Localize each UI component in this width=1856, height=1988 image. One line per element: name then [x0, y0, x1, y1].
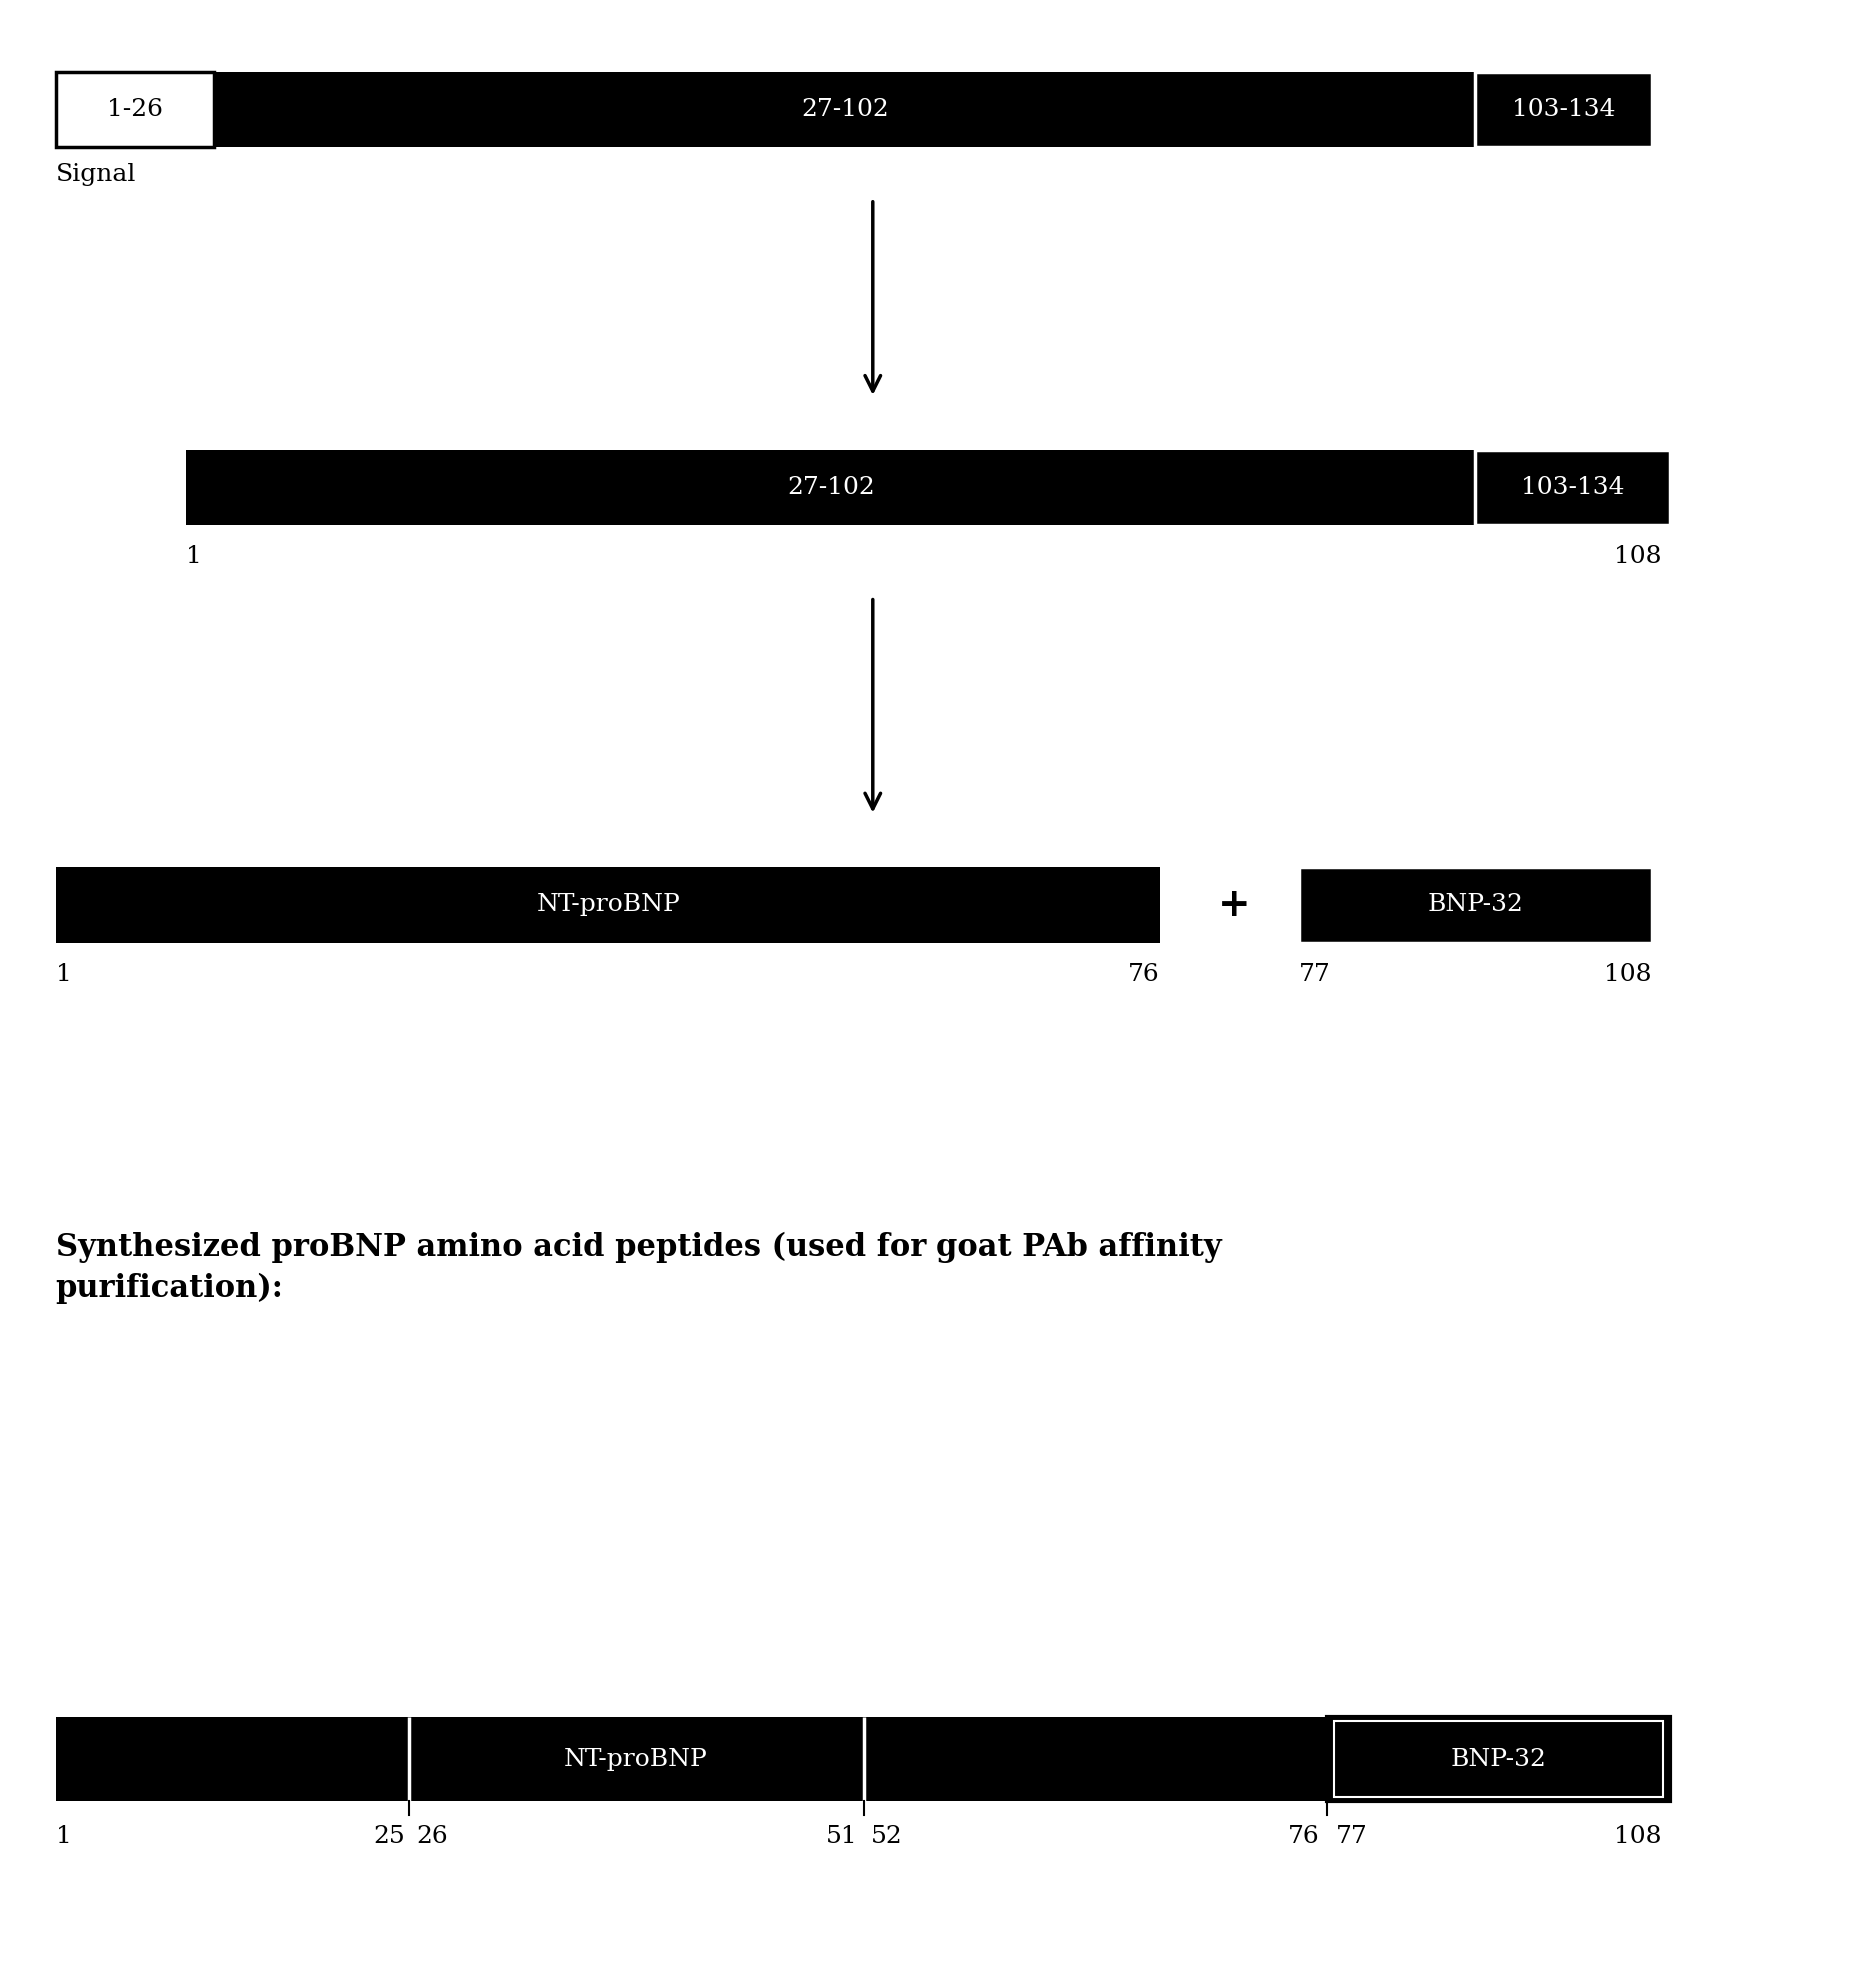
- Text: +: +: [1218, 885, 1251, 924]
- Bar: [1299, 867, 1652, 942]
- Text: 26: 26: [416, 1825, 447, 1849]
- Text: 77: 77: [1336, 1825, 1368, 1849]
- Text: NT-proBNP: NT-proBNP: [536, 893, 679, 916]
- Bar: [1327, 1718, 1670, 1801]
- Text: 51: 51: [826, 1825, 857, 1849]
- Text: 77: 77: [1299, 962, 1331, 986]
- Text: 1: 1: [186, 545, 200, 569]
- Bar: [1476, 72, 1652, 147]
- Bar: [56, 1718, 1448, 1801]
- Text: 108: 108: [1613, 545, 1661, 569]
- Text: 1: 1: [56, 1825, 71, 1849]
- Bar: [1334, 1722, 1663, 1797]
- Text: 108: 108: [1613, 1825, 1661, 1849]
- Text: 76: 76: [1288, 1825, 1320, 1849]
- Text: 1-26: 1-26: [106, 97, 163, 121]
- Text: 27-102: 27-102: [800, 97, 889, 121]
- Bar: [56, 867, 1160, 942]
- Text: 25: 25: [373, 1825, 405, 1849]
- Bar: [213, 72, 1652, 147]
- Text: BNP-32: BNP-32: [1427, 893, 1524, 916]
- Text: 108: 108: [1604, 962, 1652, 986]
- Text: 27-102: 27-102: [787, 475, 874, 499]
- Text: BNP-32: BNP-32: [1451, 1747, 1546, 1771]
- Text: 76: 76: [1128, 962, 1160, 986]
- Text: 103-134: 103-134: [1522, 475, 1624, 499]
- Bar: [1476, 449, 1670, 525]
- Text: 1: 1: [56, 962, 71, 986]
- Text: Signal: Signal: [56, 163, 135, 187]
- Bar: [186, 449, 1661, 525]
- Text: 103-134: 103-134: [1513, 97, 1615, 121]
- Text: NT-proBNP: NT-proBNP: [564, 1747, 707, 1771]
- Text: 52: 52: [870, 1825, 902, 1849]
- Bar: [56, 72, 213, 147]
- Text: Synthesized proBNP amino acid peptides (used for goat PAb affinity
purification): Synthesized proBNP amino acid peptides (…: [56, 1233, 1221, 1304]
